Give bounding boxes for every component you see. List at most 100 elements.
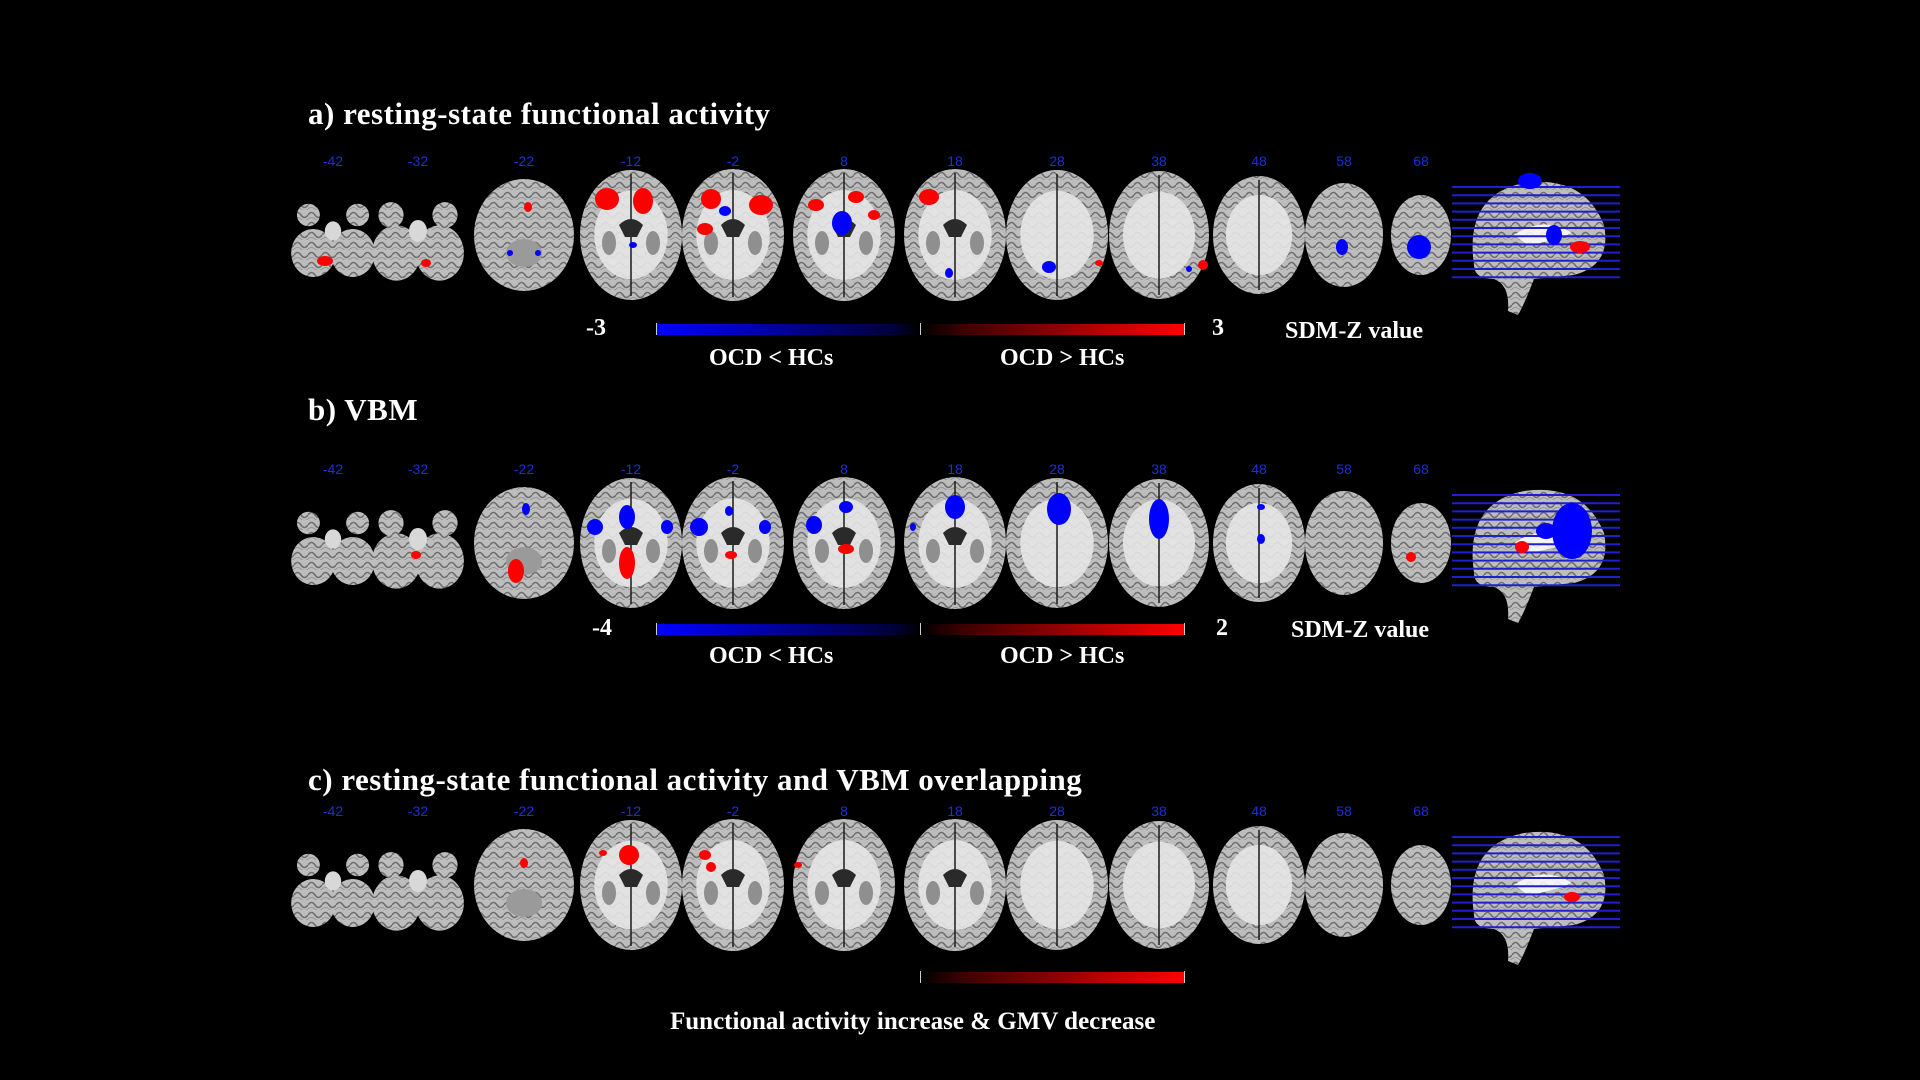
positive-cluster-8	[701, 189, 721, 209]
negative-cluster-3	[507, 250, 513, 256]
negative-cluster-18	[1042, 261, 1056, 273]
slice-label: 28	[1049, 803, 1065, 819]
positive-cluster-16	[919, 189, 939, 205]
panel-b-scale-label: SDM-Z value	[1291, 617, 1429, 643]
positive-cluster-10	[725, 551, 737, 559]
axial-slice-11	[1391, 845, 1451, 925]
panel-a-tick-left	[656, 323, 657, 335]
axial-slice-6	[904, 819, 1006, 951]
slice-label: -12	[620, 803, 642, 819]
panel-a-title: a) resting-state functional activity	[308, 96, 771, 131]
panel-b-tick-left	[656, 623, 657, 635]
negative-cluster-22	[1336, 239, 1348, 255]
panel-b-tick-mid	[920, 623, 921, 635]
panel-a-tick-mid	[920, 323, 921, 335]
panel-b: b) VBM -4 2 SDM-Z value OCD < HCs OCD > …	[291, 392, 1620, 669]
slice-label: -2	[726, 461, 740, 477]
negative-cluster-10	[719, 206, 731, 216]
slice-label: -42	[322, 803, 344, 819]
slice-label: 38	[1151, 153, 1167, 169]
panel-b-brain-strip	[291, 477, 1620, 623]
panel-a-colorbar-positive	[921, 324, 1184, 335]
negative-cluster-7	[629, 242, 637, 248]
axial-slice-5	[793, 819, 895, 951]
axial-slice-0	[291, 853, 375, 927]
positive-cluster-13	[838, 544, 854, 554]
positive-cluster-11	[697, 223, 713, 235]
positive-cluster-6	[633, 188, 653, 214]
slice-label: -22	[513, 153, 535, 169]
panel-b-title: b) VBM	[308, 392, 419, 427]
panel-c-tick-right	[1184, 971, 1185, 983]
slice-label: 18	[947, 461, 963, 477]
panel-a-brain-strip	[291, 169, 1620, 315]
positive-cluster-2	[524, 202, 532, 212]
slice-label: 48	[1251, 461, 1267, 477]
axial-slice-11	[1391, 195, 1451, 275]
panel-a-scale-max: 3	[1212, 315, 1224, 341]
negative-cluster-7	[690, 518, 708, 536]
negative-cluster-12	[839, 501, 853, 513]
negative-cluster-23	[1407, 235, 1431, 259]
negative-cluster-17	[945, 268, 953, 278]
slice-label: 48	[1251, 803, 1267, 819]
negative-cluster-3	[587, 519, 603, 535]
axial-slice-10	[1305, 183, 1383, 287]
positive-cluster-3	[699, 850, 711, 860]
negative-cluster-15	[910, 523, 916, 531]
axial-slice-10	[1305, 491, 1383, 595]
negative-cluster-14	[945, 495, 965, 519]
slice-label: 8	[840, 461, 848, 477]
positive-cluster-15	[868, 210, 880, 220]
axial-slice-2	[474, 829, 574, 941]
axial-slice-9	[1213, 826, 1305, 944]
positive-cluster-13	[848, 191, 864, 203]
panel-a-colorbar-negative	[657, 324, 920, 335]
panel-b-colorbar-negative	[657, 624, 920, 635]
negative-cluster-20	[1186, 266, 1192, 272]
slice-label: -32	[407, 803, 429, 819]
slice-label: -22	[513, 461, 535, 477]
axial-slice-3	[580, 820, 682, 950]
positive-cluster-19	[1095, 260, 1103, 266]
positive-cluster-1	[421, 259, 431, 267]
negative-cluster-18	[1257, 534, 1265, 544]
slice-label: -12	[620, 153, 642, 169]
slice-label: 58	[1336, 153, 1352, 169]
panel-c-title: c) resting-state functional activity and…	[308, 762, 1083, 797]
positive-cluster-21	[1198, 260, 1208, 270]
axial-slice-6	[904, 477, 1006, 609]
axial-slice-1	[372, 510, 464, 589]
slice-label: -22	[513, 803, 535, 819]
slice-label: -32	[407, 153, 429, 169]
slice-label: 48	[1251, 153, 1267, 169]
slice-label: -42	[322, 461, 344, 477]
panel-b-neg-label: OCD < HCs	[709, 643, 834, 669]
panel-c-colorbar-positive	[921, 972, 1184, 983]
sagittal-view	[1452, 173, 1620, 315]
panel-a-neg-label: OCD < HCs	[709, 345, 834, 371]
positive-cluster-5	[595, 188, 619, 210]
panel-b-pos-label: OCD > HCs	[1000, 643, 1125, 669]
axial-slice-3	[580, 478, 682, 608]
positive-cluster-0	[520, 858, 528, 868]
positive-cluster-6	[619, 547, 635, 579]
axial-slice-0	[291, 511, 375, 585]
positive-cluster-0	[317, 256, 333, 266]
slice-label: 18	[947, 803, 963, 819]
positive-cluster-12	[808, 199, 824, 211]
axial-slice-5	[793, 477, 895, 609]
axial-slice-1	[372, 202, 464, 281]
slice-label: 58	[1336, 803, 1352, 819]
panel-a-scale-min: -3	[586, 315, 606, 341]
positive-cluster-4	[706, 862, 716, 872]
axial-slice-7	[1006, 820, 1108, 950]
positive-cluster-1	[508, 559, 524, 583]
negative-cluster-17	[1149, 499, 1169, 539]
axial-slice-8	[1109, 479, 1209, 607]
slice-label: 68	[1413, 153, 1429, 169]
negative-cluster-4	[535, 250, 541, 256]
axial-slice-8	[1109, 171, 1209, 299]
